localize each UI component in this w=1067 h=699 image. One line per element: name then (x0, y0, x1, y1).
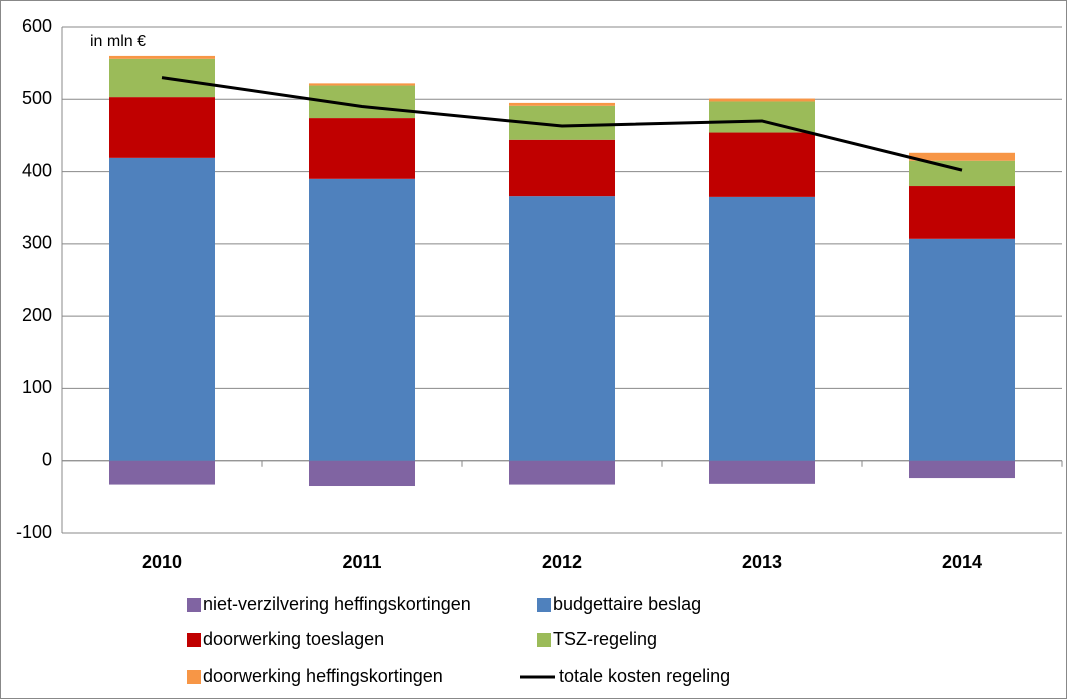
legend-swatch (187, 598, 201, 612)
legend-label: totale kosten regeling (559, 666, 730, 686)
legend-swatch (537, 633, 551, 647)
bar-segment (309, 178, 415, 461)
y-tick-label: -100 (16, 522, 52, 542)
bar-segment (909, 152, 1015, 161)
bar-segment (909, 460, 1015, 479)
bar-segment (309, 460, 415, 487)
bar-segment (109, 55, 215, 59)
legend-label: doorwerking toeslagen (203, 629, 384, 649)
annotation: in mln € (90, 33, 146, 50)
bar-segment (909, 238, 1015, 461)
y-tick-label: 500 (22, 88, 52, 108)
bar-segment (709, 98, 815, 102)
legend-swatch (537, 598, 551, 612)
bar-segment (509, 102, 615, 106)
bar-segment (509, 460, 615, 485)
y-tick-label: 600 (22, 16, 52, 36)
bar-segment (509, 196, 615, 461)
y-tick-label: 200 (22, 305, 52, 325)
bar-segment (909, 186, 1015, 239)
legend-label: budgettaire beslag (553, 594, 701, 614)
bar-segment (109, 97, 215, 158)
bar-segment (309, 118, 415, 179)
legend-swatch (187, 633, 201, 647)
bar-segment (109, 157, 215, 461)
bar-segment (109, 460, 215, 485)
bar-segment (709, 460, 815, 484)
bar-segment (909, 160, 1015, 187)
bar-segment (709, 196, 815, 461)
bar-segment (309, 83, 415, 86)
legend-label: TSZ-regeling (553, 629, 657, 649)
x-tick-label: 2012 (542, 552, 582, 572)
line (161, 76, 963, 172)
x-tick-label: 2014 (942, 552, 982, 572)
bar-segment (509, 139, 615, 197)
y-tick-label: 100 (22, 377, 52, 397)
x-tick-label: 2013 (742, 552, 782, 572)
x-tick-label: 2011 (342, 552, 381, 572)
x-tick-label: 2010 (142, 552, 182, 572)
y-tick-label: 400 (22, 160, 52, 180)
y-tick-label: 300 (22, 233, 52, 253)
legend-swatch (187, 670, 201, 684)
bar-segment (709, 101, 815, 133)
legend-label: niet-verzilvering heffingskortingen (203, 594, 471, 614)
legend-label: doorwerking heffingskortingen (203, 666, 443, 686)
bar-segment (709, 132, 815, 197)
y-tick-label: 0 (42, 449, 52, 469)
